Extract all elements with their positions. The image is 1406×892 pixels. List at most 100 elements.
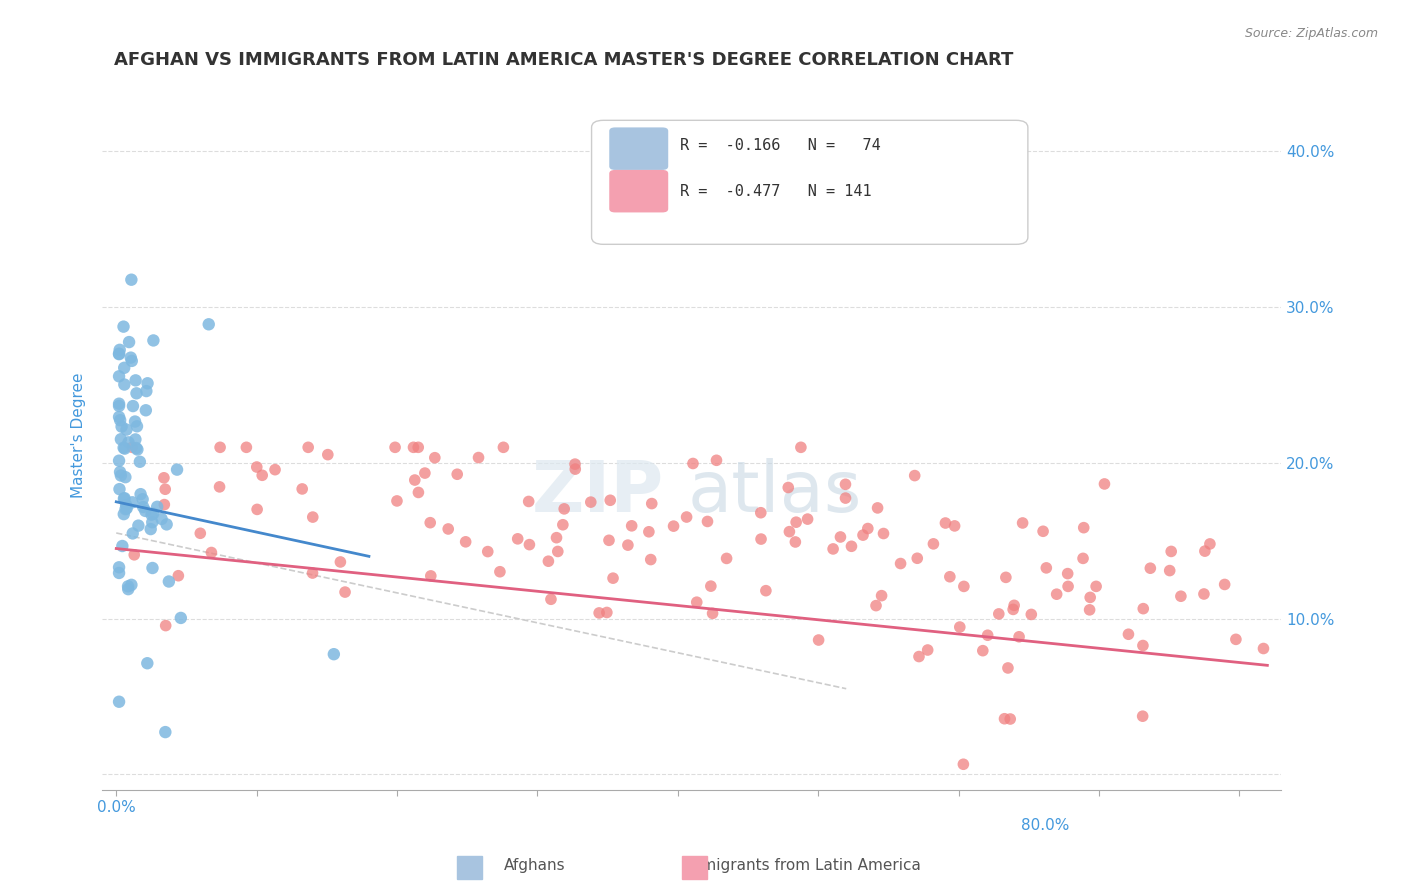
Point bbox=[112, 319, 135, 334]
Point bbox=[142, 334, 165, 348]
Point bbox=[136, 376, 159, 391]
Point bbox=[588, 606, 610, 620]
Point bbox=[540, 592, 562, 607]
Point bbox=[904, 468, 927, 483]
Point bbox=[131, 492, 153, 507]
Point bbox=[121, 526, 143, 541]
Point bbox=[467, 450, 489, 465]
Point bbox=[139, 522, 162, 536]
Point bbox=[662, 519, 685, 533]
Point bbox=[108, 343, 131, 357]
Point bbox=[823, 541, 845, 556]
Point bbox=[785, 515, 807, 529]
Point bbox=[755, 583, 778, 598]
Point bbox=[127, 518, 149, 533]
Point bbox=[1213, 577, 1236, 591]
Point bbox=[114, 442, 136, 456]
Point bbox=[1002, 599, 1025, 613]
Point bbox=[749, 506, 772, 520]
Point bbox=[384, 440, 406, 454]
Point bbox=[477, 544, 499, 558]
Point bbox=[333, 585, 356, 599]
Point bbox=[122, 548, 145, 562]
Point bbox=[120, 578, 142, 592]
Point bbox=[120, 273, 142, 287]
Point bbox=[108, 453, 131, 467]
Text: 80.0%: 80.0% bbox=[1021, 818, 1069, 833]
Point bbox=[1073, 521, 1095, 535]
Point bbox=[675, 510, 697, 524]
Point bbox=[155, 618, 177, 632]
Point bbox=[872, 526, 894, 541]
Point bbox=[135, 384, 157, 398]
Text: R =  -0.477   N = 141: R = -0.477 N = 141 bbox=[681, 184, 872, 199]
Point bbox=[146, 500, 169, 514]
Point bbox=[125, 386, 148, 401]
Point bbox=[316, 448, 339, 462]
Point bbox=[1132, 639, 1154, 653]
Point bbox=[402, 440, 425, 454]
Point bbox=[1078, 591, 1101, 605]
Point bbox=[1253, 641, 1275, 656]
Point bbox=[1085, 579, 1108, 593]
Point bbox=[778, 481, 800, 495]
Point bbox=[599, 493, 621, 508]
Point bbox=[564, 457, 586, 471]
Point bbox=[112, 441, 135, 455]
Point bbox=[1118, 627, 1140, 641]
Text: Source: ZipAtlas.com: Source: ZipAtlas.com bbox=[1244, 27, 1378, 40]
Text: AFGHAN VS IMMIGRANTS FROM LATIN AMERICA MASTER'S DEGREE CORRELATION CHART: AFGHAN VS IMMIGRANTS FROM LATIN AMERICA … bbox=[114, 51, 1014, 69]
Point bbox=[118, 334, 141, 349]
Point bbox=[125, 441, 148, 455]
Point bbox=[246, 460, 269, 475]
Point bbox=[108, 369, 131, 384]
Point bbox=[404, 473, 426, 487]
Point bbox=[155, 725, 177, 739]
Point bbox=[108, 560, 131, 574]
FancyBboxPatch shape bbox=[592, 120, 1028, 244]
Point bbox=[564, 462, 586, 476]
Point bbox=[141, 508, 163, 522]
Point bbox=[506, 532, 529, 546]
Point bbox=[112, 360, 135, 375]
Point bbox=[917, 643, 939, 657]
Text: atlas: atlas bbox=[688, 458, 862, 527]
Point bbox=[953, 579, 976, 593]
Point bbox=[620, 518, 643, 533]
Point bbox=[108, 413, 131, 427]
Point bbox=[785, 535, 807, 549]
Point bbox=[446, 467, 468, 482]
Point bbox=[579, 495, 602, 509]
Point bbox=[905, 551, 928, 566]
Point bbox=[246, 502, 269, 516]
Point bbox=[423, 450, 446, 465]
Point bbox=[406, 440, 429, 454]
Point bbox=[489, 565, 512, 579]
Point bbox=[117, 435, 139, 450]
Point bbox=[865, 599, 887, 613]
Point bbox=[197, 318, 219, 332]
Point bbox=[716, 551, 738, 566]
Point bbox=[638, 524, 661, 539]
Point bbox=[385, 494, 408, 508]
Point bbox=[134, 504, 156, 518]
Point bbox=[852, 528, 875, 542]
Point bbox=[1132, 601, 1154, 615]
Point bbox=[546, 531, 568, 545]
Point bbox=[413, 466, 436, 480]
Point bbox=[121, 354, 143, 368]
Point bbox=[1046, 587, 1069, 601]
FancyBboxPatch shape bbox=[609, 128, 668, 169]
Point bbox=[696, 515, 718, 529]
Point bbox=[115, 498, 138, 512]
Point bbox=[1019, 607, 1042, 622]
Point bbox=[640, 552, 662, 566]
Point bbox=[686, 595, 709, 609]
Point bbox=[122, 399, 145, 413]
Point bbox=[108, 399, 131, 413]
Point bbox=[125, 419, 148, 434]
Point bbox=[519, 538, 541, 552]
Point bbox=[517, 494, 540, 508]
Point bbox=[200, 545, 222, 559]
Point bbox=[112, 491, 135, 506]
